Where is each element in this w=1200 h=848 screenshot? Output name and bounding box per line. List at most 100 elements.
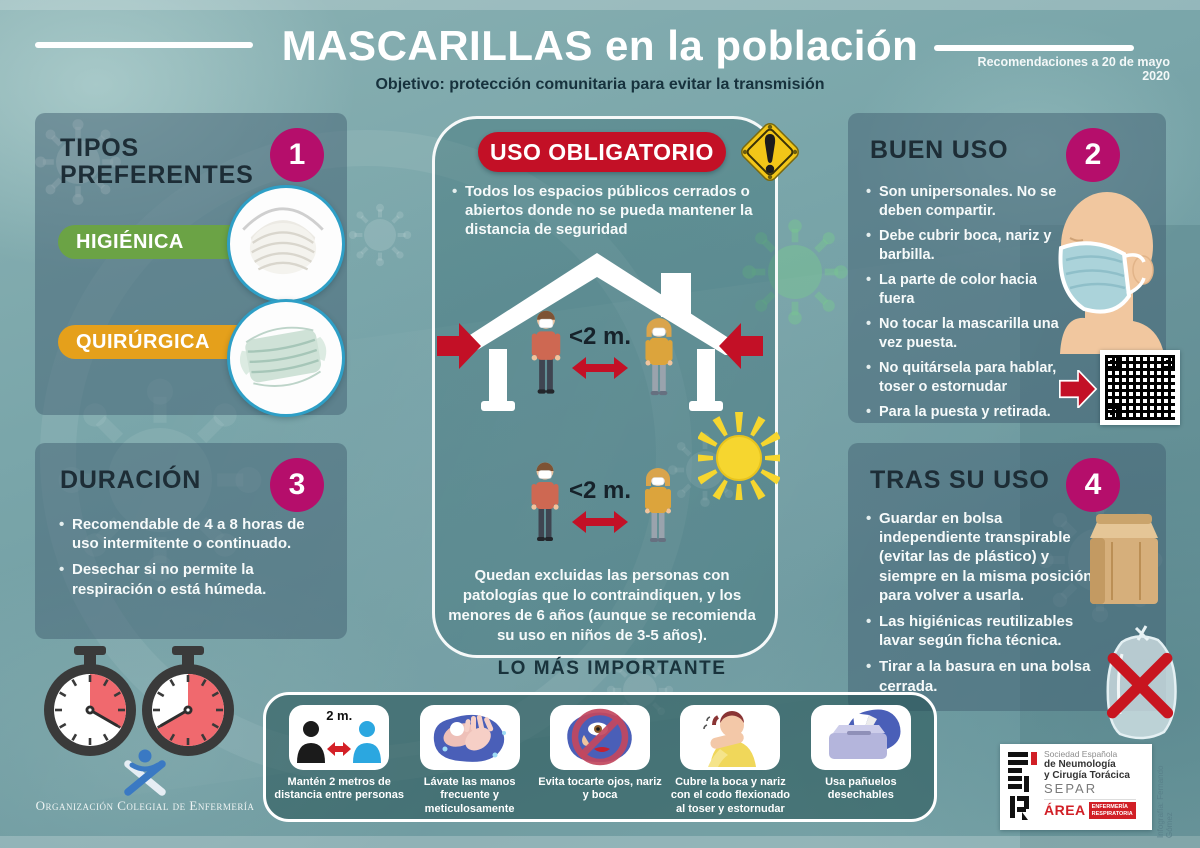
list-item: Para la puesta y retirada. [866,403,1064,422]
organization-name: Organización Colegial de Enfermería [35,798,255,813]
higienica-mask-image [227,185,345,303]
importante-label: Cubre la boca y nariz con el codo flexio… [670,776,791,815]
cough-into-elbow-icon [703,711,757,767]
importante-item-cough-elbow: Cubre la boca y nariz con el codo flexio… [665,705,795,819]
separ-line3: y Cirugía Torácica [1044,770,1130,782]
step-3-badge: 3 [270,458,324,512]
quirurgica-mask-image [227,299,345,417]
separ-area-label: ÁREA [1044,801,1086,818]
hand-washing-icon [433,714,506,762]
wash-hands-icon [419,705,520,770]
bottom-light-strip [0,836,1200,848]
importante-title: LO MÁS IMPORTANTE [497,658,727,679]
tissues-icon [810,705,911,770]
no-plastic-bag-icon [1106,625,1177,740]
buen-uso-bullet-list: Son unipersonales. No se deben compartir… [866,183,1064,429]
paper-bag-icon [1090,514,1158,604]
separ-logo: Sociedad Española de Neumología y Cirugí… [1000,744,1152,830]
distance-2m-icon: 2 m. [289,705,390,770]
man-with-mask-figure [531,462,559,541]
distance-label-indoor: <2 m. [568,323,632,350]
separ-area-badge: ENFERMERÍA RESPIRATORIA [1088,801,1136,820]
double-arrow-icon [572,357,628,379]
tissue-box-icon [828,709,901,759]
two-people-distance-icon [297,721,382,763]
duracion-bullet-list: Recomendable de 4 a 8 horas de uso inter… [59,515,321,606]
importante-label: Mantén 2 metros de distancia entre perso… [274,776,404,802]
importante-item-distance: 2 m. Mantén 2 metros de distancia entre … [274,705,404,819]
recommendation-date: Recomendaciones a 20 de mayo 2020 [977,55,1170,83]
panel-tipos-title: TIPOS PREFERENTES [60,134,254,189]
qr-finder-mark [1161,355,1175,369]
qr-finder-mark [1105,406,1119,420]
list-item: Las higiénicas reutilizables lavar según… [866,612,1098,650]
list-item: Debe cubrir boca, nariz y barbilla. [866,227,1064,264]
panel-duracion: DURACIÓN 3 Recomendable de 4 a 8 horas d… [35,443,347,639]
importante-label: Evita tocarte ojos, nariz y boca [538,776,662,802]
enfermeria-emblem-icon [124,749,166,796]
cone-mask-icon [242,207,324,275]
importante-item-tissues: Usa pañuelos desechables [796,705,926,819]
inward-arrow-right-icon [719,323,763,369]
separ-badge-line2: RESPIRATORIA [1091,810,1133,817]
step-2-badge: 2 [1066,128,1120,182]
separ-line2: de Neumología [1044,759,1116,771]
sun-icon [698,412,780,500]
step-1-badge: 1 [270,128,324,182]
exclusion-note: Quedan excluidas las personas con patolo… [448,567,756,644]
surgical-mask-icon [239,326,327,387]
list-item: Todos los espacios públicos cerrados o a… [452,182,754,240]
top-light-strip [0,0,1200,10]
panel-duracion-title: DURACIÓN [60,466,202,494]
separ-badge-line1: ENFERMERÍA [1091,803,1129,810]
indoor-distance-scene: <2 m. [437,243,767,428]
uso-bullet-list: Todos los espacios públicos cerrados o a… [452,182,754,240]
inward-arrow-left-icon [437,323,481,369]
step-4-badge: 4 [1066,458,1120,512]
distance-label-outdoor: <2 m. [568,477,632,504]
double-arrow-icon [572,511,628,533]
page-title: MASCARILLAS en la población [281,22,919,69]
higienica-pill: HIGIÉNICA [58,225,254,259]
importante-item-no-touch-face: Evita tocarte ojos, nariz y boca [535,705,665,819]
list-item: Tirar a la basura en una bolsa cerrada. [866,657,1098,695]
uso-obligatorio-badge: USO OBLIGATORIO [478,132,726,172]
list-item: Recomendable de 4 a 8 horas de uso inter… [59,515,321,553]
woman-with-mask-figure [645,318,673,396]
stopwatch-4h-icon [44,646,136,756]
face-prohibition-icon [567,708,632,766]
separ-line1: Sociedad Española [1044,749,1118,759]
uso-obligatorio-text: Todos los espacios públicos cerrados o a… [452,182,754,240]
list-item: No tocar la mascarilla una vez puesta. [866,315,1064,352]
qr-code [1100,350,1180,425]
panel-buen-uso-title: BUEN USO [870,136,1009,164]
cough-elbow-icon [680,705,781,770]
infographic-credit: Infografía: Fernando Gómez [1156,765,1174,839]
header-rule-right [934,45,1134,51]
separ-acronym: SEPAR [1044,781,1098,797]
list-item: Guardar en bolsa independiente transpira… [866,509,1098,605]
page-subtitle: Objetivo: protección comunitaria para ev… [375,76,825,93]
distance-badge: 2 m. [326,708,353,723]
panel-tras-uso-title: TRAS SU USO [870,466,1050,494]
outdoor-distance-scene: <2 m. [437,455,767,570]
list-item: Desechar si no permite la respiración o … [59,560,321,598]
importante-bar: 2 m. Mantén 2 metros de distancia entre … [263,692,937,822]
importante-label: Lávate las manos frecuente y meticulosam… [423,776,516,815]
list-item: No quitársela para hablar, toser o estor… [866,359,1064,396]
list-item: Son unipersonales. No se deben compartir… [866,183,1064,220]
qr-pattern [1105,355,1175,420]
panel-tipos-preferentes: TIPOS PREFERENTES 1 HIGIÉNICA QUIRÚRGICA [35,113,347,417]
separ-glyph-icon [1008,752,1037,820]
masked-face-illustration [1058,192,1164,354]
importante-item-wash-hands: Lávate las manos frecuente y meticulosam… [404,705,534,819]
woman-with-mask-figure [645,468,671,542]
arrow-to-qr-icon [1059,370,1098,408]
list-item: La parte de color hacia fuera [866,271,1064,308]
separ-text-block: Sociedad Española de Neumología y Cirugí… [1044,749,1136,824]
qr-finder-mark [1105,355,1119,369]
warning-sign-icon [741,123,799,181]
man-with-mask-figure [531,310,561,394]
separ-area-row: ÁREA ENFERMERÍA RESPIRATORIA [1044,798,1136,820]
